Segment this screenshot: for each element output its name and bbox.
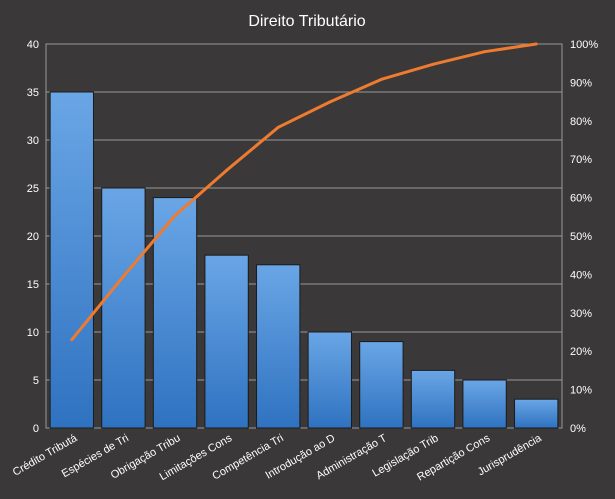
line-point [431,62,435,66]
line-point [276,125,280,129]
left-axis: 0 5 10 15 20 25 30 35 40 [27,39,39,435]
left-tick-label: 20 [27,231,39,243]
left-tick-label: 0 [33,423,39,435]
line-point [225,168,229,172]
right-tick-label: 20% [570,346,592,358]
line-point [328,100,332,104]
right-tick-label: 80% [570,116,592,128]
line-point [483,50,487,54]
left-tick-label: 30 [27,135,39,147]
bar [359,341,404,429]
right-tick-label: 90% [570,77,592,89]
right-tick-label: 100% [570,39,598,51]
left-tick-label: 5 [33,375,39,387]
bar [307,331,352,429]
right-tick-label: 60% [570,193,592,205]
bar [462,379,507,429]
line-point [379,77,383,81]
left-tick-label: 35 [27,87,39,99]
right-tick-label: 50% [570,231,592,243]
right-tick-label: 70% [570,154,592,166]
line-point [121,274,125,278]
right-tick-label: 40% [570,269,592,281]
right-tick-label: 10% [570,385,592,397]
bar [204,254,249,429]
right-tick-label: 0% [570,423,586,435]
cumulative-line-series [70,42,538,342]
bar-series [49,91,559,429]
left-tick-label: 40 [27,39,39,51]
bar [410,369,456,429]
bar [514,398,559,429]
line-point [70,338,74,342]
bar [101,187,146,429]
right-tick-label: 30% [570,308,592,320]
cumulative-line [70,42,538,342]
line-point [534,42,538,46]
right-axis: 0% 10% 20% 30% 40% 50% 60% 70% 80% 90% 100% [570,39,598,435]
bar [256,264,301,429]
bar [49,91,94,429]
line-point [173,214,177,218]
left-tick-label: 25 [27,183,39,195]
left-tick-label: 10 [27,327,39,339]
chart-title: Direito Tributário [248,13,365,30]
left-tick-label: 15 [27,279,39,291]
bar [152,197,198,429]
